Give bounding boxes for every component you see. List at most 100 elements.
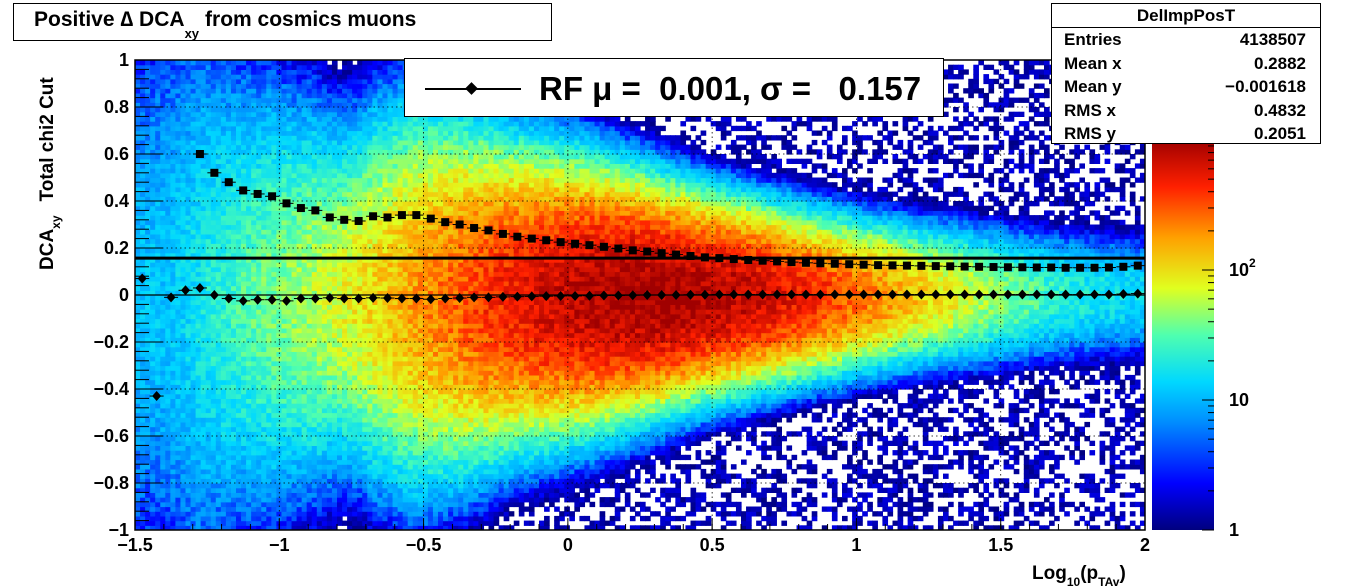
heatmap-cell [271, 450, 277, 455]
heatmap-cell [352, 112, 358, 117]
heatmap-cell [196, 107, 202, 112]
heatmap-cell [367, 182, 373, 187]
heatmap-cell [271, 502, 277, 507]
heatmap-cell [266, 488, 272, 493]
heatmap-cell [145, 286, 151, 291]
heatmap-cell [201, 210, 207, 215]
heatmap-cell [271, 206, 277, 211]
heatmap-cell [221, 511, 227, 516]
heatmap-cell [382, 74, 388, 79]
heatmap-cell [292, 304, 298, 309]
heatmap-cell [362, 356, 368, 361]
heatmap-cell [170, 488, 176, 493]
heatmap-cell [377, 140, 383, 145]
heatmap-cell [175, 234, 181, 239]
heatmap-cell [271, 267, 277, 272]
heatmap-cell [165, 366, 171, 371]
heatmap-cell [186, 163, 192, 168]
heatmap-cell [241, 464, 247, 469]
heatmap-cell [297, 323, 303, 328]
heatmap-cell [216, 192, 222, 197]
heatmap-cell [150, 469, 156, 474]
heatmap-cell [271, 347, 277, 352]
heatmap-cell [327, 84, 333, 89]
heatmap-cell [297, 93, 303, 98]
heatmap-cell [241, 450, 247, 455]
heatmap-cell [216, 521, 222, 526]
heatmap-cell [292, 328, 298, 333]
heatmap-cell [196, 88, 202, 93]
heatmap-cell [302, 361, 308, 366]
heatmap-cell [327, 79, 333, 84]
heatmap-cell [165, 286, 171, 291]
heatmap-cell [347, 351, 353, 356]
heatmap-cell [322, 65, 328, 70]
heatmap-cell [337, 450, 343, 455]
heatmap-cell [201, 112, 207, 117]
heatmap-cell [191, 427, 197, 432]
heatmap-cell [352, 84, 358, 89]
heatmap-cell [236, 417, 242, 422]
heatmap-cell [186, 413, 192, 418]
heatmap-cell [332, 168, 338, 173]
heatmap-cell [377, 234, 383, 239]
heatmap-cell [271, 98, 277, 103]
heatmap-cell [241, 215, 247, 220]
heatmap-cell [155, 84, 161, 89]
heatmap-cell [135, 398, 141, 403]
heatmap-cell [342, 163, 348, 168]
heatmap-cell [155, 93, 161, 98]
heatmap-cell [251, 163, 257, 168]
heatmap-cell [191, 178, 197, 183]
heatmap-cell [362, 304, 368, 309]
heatmap-cell [226, 370, 232, 375]
heatmap-cell [352, 281, 358, 286]
heatmap-cell [317, 281, 323, 286]
heatmap-cell [281, 422, 287, 427]
heatmap-cell [292, 366, 298, 371]
heatmap-cell [246, 276, 252, 281]
heatmap-cell [216, 116, 222, 121]
heatmap-cell [145, 483, 151, 488]
heatmap-cell [322, 272, 328, 277]
heatmap-cell [206, 323, 212, 328]
heatmap-cell [186, 474, 192, 479]
heatmap-cell [357, 422, 363, 427]
heatmap-cell [256, 398, 262, 403]
heatmap-cell [312, 309, 318, 314]
heatmap-cell [170, 417, 176, 422]
heatmap-cell [226, 206, 232, 211]
heatmap-cell [322, 502, 328, 507]
heatmap-cell [231, 370, 237, 375]
heatmap-cell [261, 328, 267, 333]
heatmap-cell [327, 464, 333, 469]
heatmap-cell [372, 445, 378, 450]
heatmap-cell [256, 112, 262, 117]
heatmap-cell [276, 314, 282, 319]
heatmap-cell [216, 276, 222, 281]
heatmap-cell [287, 441, 293, 446]
heatmap-cell [150, 366, 156, 371]
heatmap-cell [382, 511, 388, 516]
heatmap-cell [347, 483, 353, 488]
heatmap-cell [236, 74, 242, 79]
heatmap-cell [191, 422, 197, 427]
heatmap-cell [322, 328, 328, 333]
heatmap-cell [382, 323, 388, 328]
heatmap-cell [352, 107, 358, 112]
heatmap-cell [180, 469, 186, 474]
heatmap-cell [165, 79, 171, 84]
heatmap-cell [337, 135, 343, 140]
heatmap-cell [170, 361, 176, 366]
heatmap-cell [180, 507, 186, 512]
heatmap-cell [211, 361, 217, 366]
heatmap-cell [160, 267, 166, 272]
heatmap-cell [352, 502, 358, 507]
heatmap-cell [327, 488, 333, 493]
heatmap-cell [160, 441, 166, 446]
heatmap-cell [165, 502, 171, 507]
heatmap-cell [206, 159, 212, 164]
heatmap-cell [372, 431, 378, 436]
heatmap-cell [352, 521, 358, 526]
heatmap-cell [241, 168, 247, 173]
